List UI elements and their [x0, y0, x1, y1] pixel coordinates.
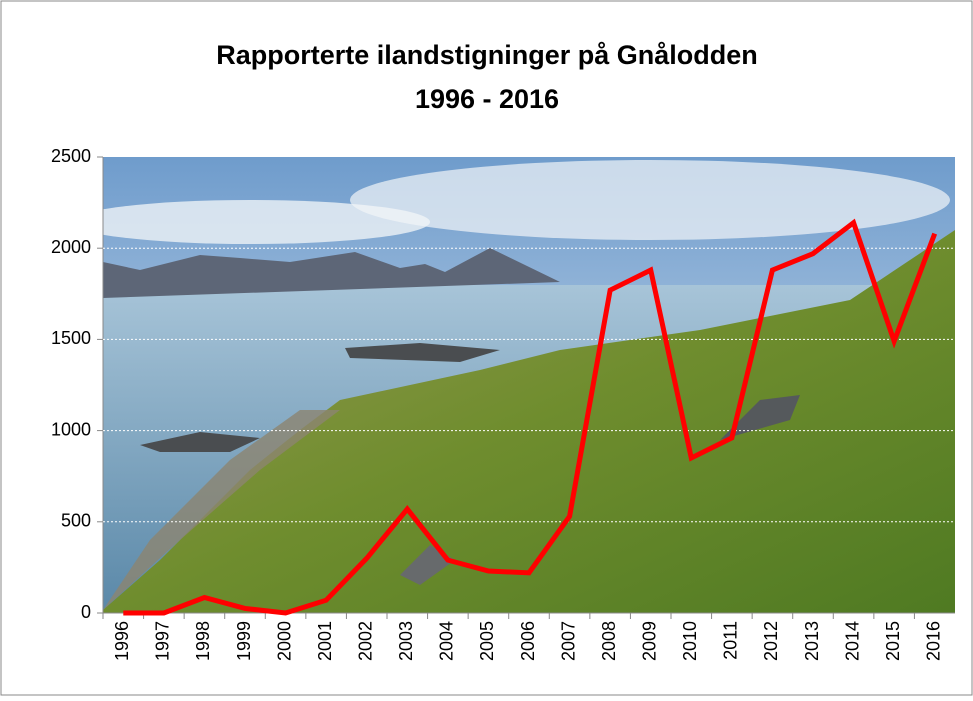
x-tick-label: 1997: [153, 621, 173, 661]
y-tick-label: 500: [61, 511, 91, 531]
x-tick-label: 2008: [599, 621, 619, 661]
page: Rapporterte ilandstigninger på Gnålodden…: [0, 0, 973, 701]
y-tick-label: 0: [81, 602, 91, 622]
x-tick-label: 2013: [802, 621, 822, 661]
y-tick-label: 2000: [51, 237, 91, 257]
y-tick-label: 2500: [51, 146, 91, 166]
x-tick-label: 2005: [477, 621, 497, 661]
x-tick-label: 1998: [193, 621, 213, 661]
x-tick-label: 2010: [680, 621, 700, 661]
x-tick-label: 2012: [761, 621, 781, 661]
chart-subtitle: 1996 - 2016: [415, 84, 559, 114]
x-tick-label: 1999: [234, 621, 254, 661]
x-tick-label: 2004: [437, 621, 457, 661]
x-tick-label: 2015: [883, 621, 903, 661]
x-tick-label: 2002: [355, 621, 375, 661]
x-tick-label: 2000: [274, 621, 294, 661]
x-tick-label: 2001: [315, 621, 335, 661]
y-tick-label: 1500: [51, 328, 91, 348]
x-tick-label: 2016: [923, 621, 943, 661]
chart: Rapporterte ilandstigninger på Gnålodden…: [0, 0, 973, 696]
x-tick-label: 2009: [639, 621, 659, 661]
x-tick-label: 2007: [558, 621, 578, 661]
background-photo: [70, 157, 955, 613]
x-tick-label: 2011: [721, 621, 741, 660]
y-tick-label: 1000: [51, 419, 91, 439]
chart-title: Rapporterte ilandstigninger på Gnålodden: [216, 40, 758, 70]
x-tick-label: 2014: [842, 621, 862, 661]
x-tick-label: 2003: [396, 621, 416, 661]
x-tick-label: 2006: [518, 621, 538, 661]
x-tick-label: 1996: [112, 621, 132, 661]
